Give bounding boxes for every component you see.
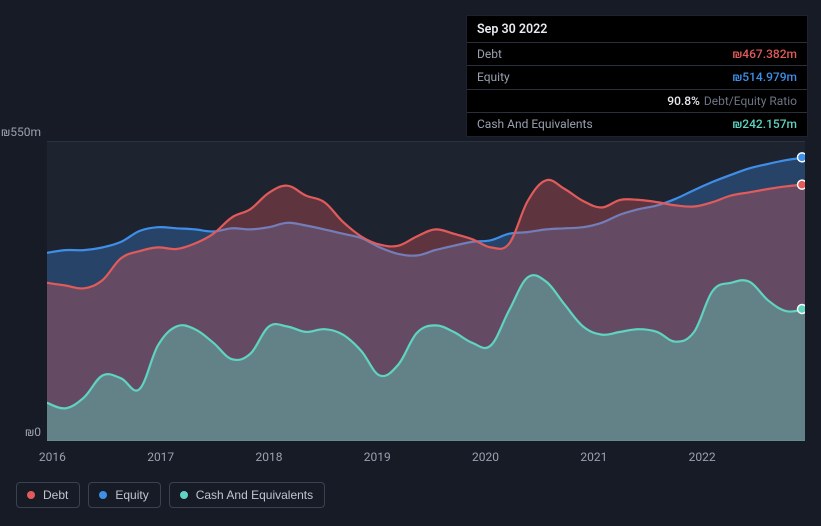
x-axis: 2016201720182019202020212022	[47, 445, 805, 465]
x-tick: 2019	[364, 450, 391, 464]
legend: Debt Equity Cash And Equivalents	[16, 482, 325, 508]
legend-dot-icon	[27, 491, 35, 499]
legend-dot-icon	[180, 491, 188, 499]
legend-item-cash[interactable]: Cash And Equivalents	[169, 482, 325, 508]
ratio-pct: 90.8%	[667, 94, 700, 108]
legend-item-equity[interactable]: Equity	[88, 482, 160, 508]
ratio-sub: Debt/Equity Ratio	[704, 94, 797, 108]
x-tick: 2018	[255, 450, 282, 464]
tooltip-row-debt: Debt ₪467.382m	[467, 42, 807, 65]
tooltip-value: 90.8% Debt/Equity Ratio	[667, 94, 797, 108]
tooltip-label: Debt	[477, 47, 502, 61]
x-tick: 2020	[472, 450, 499, 464]
legend-label: Cash And Equivalents	[196, 488, 313, 502]
x-tick: 2021	[580, 450, 607, 464]
x-tick: 2016	[39, 450, 66, 464]
area-chart[interactable]	[47, 141, 805, 441]
tooltip-label: Equity	[477, 70, 510, 84]
tooltip-value: ₪242.157m	[732, 117, 797, 131]
tooltip-value: ₪514.979m	[732, 70, 797, 84]
x-tick: 2017	[147, 450, 174, 464]
tooltip-date: Sep 30 2022	[467, 16, 807, 42]
tooltip-row-equity: Equity ₪514.979m	[467, 65, 807, 88]
legend-item-debt[interactable]: Debt	[16, 482, 80, 508]
x-tick: 2022	[689, 450, 716, 464]
chart-tooltip: Sep 30 2022 Debt ₪467.382m Equity ₪514.9…	[467, 16, 807, 136]
y-axis-label-bottom: ₪0	[25, 425, 41, 439]
legend-label: Equity	[115, 488, 148, 502]
tooltip-value: ₪467.382m	[732, 47, 797, 61]
tooltip-label: Cash And Equivalents	[477, 117, 593, 131]
tooltip-row-ratio: 90.8% Debt/Equity Ratio	[467, 89, 807, 112]
y-axis-label-top: ₪550m	[1, 125, 41, 139]
legend-dot-icon	[99, 491, 107, 499]
legend-label: Debt	[43, 488, 68, 502]
tooltip-row-cash: Cash And Equivalents ₪242.157m	[467, 112, 807, 135]
